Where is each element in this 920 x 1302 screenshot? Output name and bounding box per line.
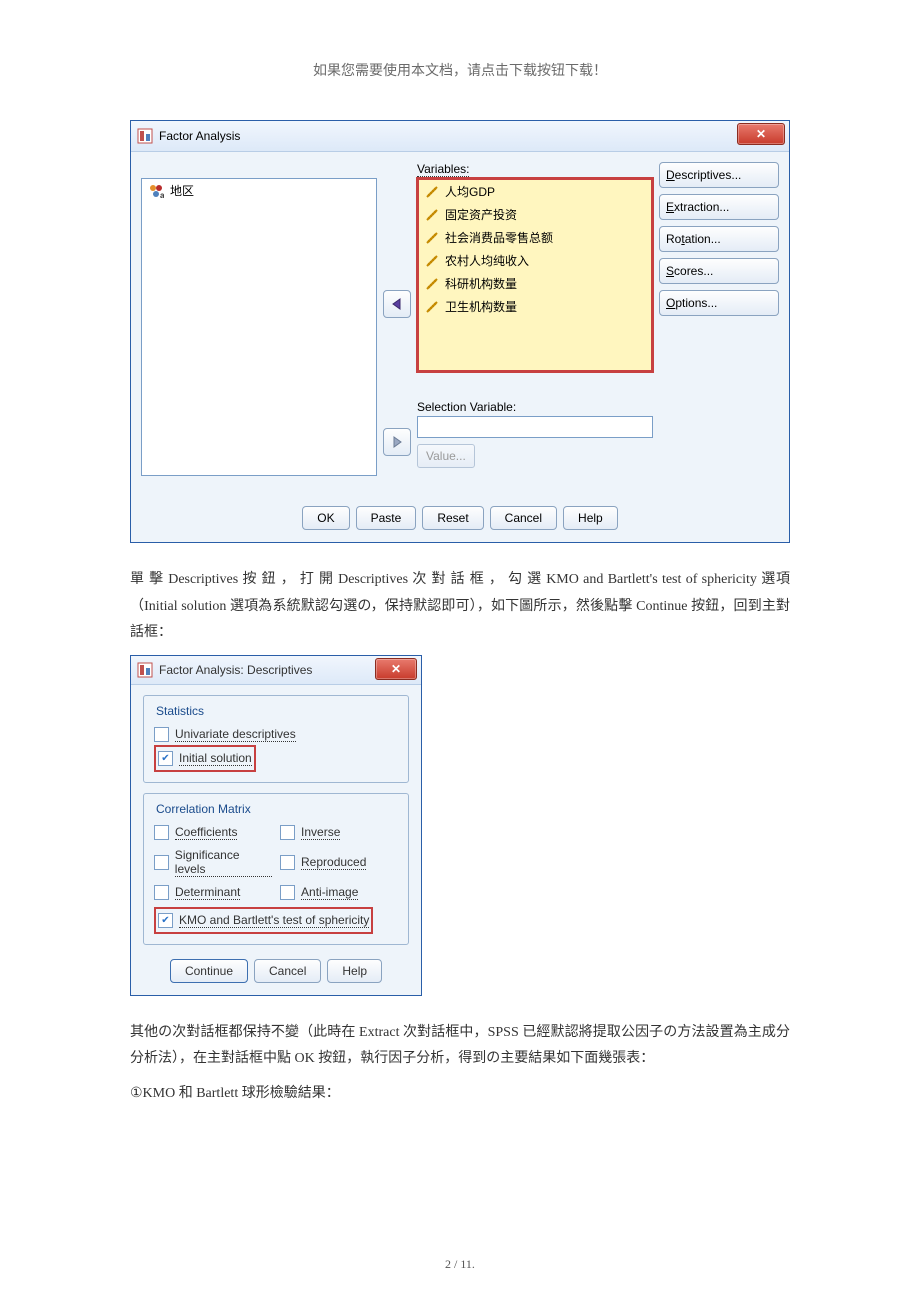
titlebar-2: Factor Analysis: Descriptives ✕ [131, 656, 421, 685]
dialog-icon [137, 128, 153, 144]
list-item-label: 科研机构数量 [445, 275, 517, 292]
move-selection-button[interactable] [383, 428, 411, 456]
list-item[interactable]: 卫生机构数量 [419, 295, 651, 318]
scale-icon [425, 254, 439, 268]
cancel-button[interactable]: Cancel [490, 506, 557, 530]
paragraph-2: 其他の次對話框都保持不變（此時在 Extract 次對話框中，SPSS 已經默認… [130, 1020, 790, 1073]
rotation-button[interactable]: Rotation... [659, 226, 779, 252]
initial-solution-checkbox[interactable]: ✔ Initial solution [158, 748, 252, 769]
ok-button[interactable]: OK [302, 506, 349, 530]
close-button-2[interactable]: ✕ [375, 658, 417, 680]
list-item-label: 人均GDP [445, 183, 495, 200]
list-item[interactable]: 固定资产投资 [419, 203, 651, 226]
paragraph-1: 單 擊 Descriptives 按 鈕 ， 打 開 Descriptives … [130, 567, 790, 647]
selection-label: Selection Variable: [417, 400, 653, 414]
reset-button[interactable]: Reset [422, 506, 483, 530]
list-item[interactable]: 农村人均纯收入 [419, 249, 651, 272]
factor-analysis-dialog: Factor Analysis ✕ a 地区 [130, 120, 790, 543]
side-buttons: Descriptives... Extraction... Rotation..… [659, 162, 779, 496]
scale-icon [425, 231, 439, 245]
list-item-label: 社会消费品零售总额 [445, 229, 553, 246]
close-button[interactable]: ✕ [737, 123, 785, 145]
help-button[interactable]: Help [563, 506, 618, 530]
significance-checkbox[interactable]: Significance levels [154, 845, 272, 880]
kmo-checkbox[interactable]: ✔ KMO and Bartlett's test of sphericity [158, 910, 369, 931]
value-button: Value... [417, 444, 475, 468]
svg-text:a: a [160, 191, 164, 199]
move-left-button[interactable] [383, 290, 411, 318]
fieldset-title: Statistics [152, 704, 208, 718]
source-listbox[interactable]: a 地区 [141, 178, 377, 476]
selection-input[interactable] [417, 416, 653, 438]
scale-icon [425, 300, 439, 314]
coefficients-checkbox[interactable]: Coefficients [154, 822, 272, 843]
scale-icon [425, 208, 439, 222]
scale-icon [425, 185, 439, 199]
header-note: 如果您需要使用本文档，请点击下载按钮下载！ [130, 60, 790, 80]
checkbox-icon: ✔ [158, 913, 173, 928]
list-item-label: 固定资产投资 [445, 206, 517, 223]
scale-icon [425, 277, 439, 291]
fieldset-title: Correlation Matrix [152, 802, 255, 816]
help-button-2[interactable]: Help [327, 959, 382, 983]
dialog-icon [137, 662, 153, 678]
correlation-fieldset: Correlation Matrix Coefficients Inverse … [143, 793, 409, 945]
options-button[interactable]: Options... [659, 290, 779, 316]
univariate-checkbox[interactable]: Univariate descriptives [154, 724, 398, 745]
determinant-checkbox[interactable]: Determinant [154, 882, 272, 903]
paragraph-3: ①KMO 和 Bartlett 球形檢驗結果： [130, 1081, 790, 1108]
statistics-fieldset: Statistics Univariate descriptives ✔ Ini… [143, 695, 409, 783]
page-footer: 2 / 11. [0, 1257, 920, 1272]
antiimage-checkbox[interactable]: Anti-image [280, 882, 398, 903]
left-label [141, 162, 377, 176]
list-item[interactable]: 科研机构数量 [419, 272, 651, 295]
list-item[interactable]: 人均GDP [419, 180, 651, 203]
list-item-label: 卫生机构数量 [445, 298, 517, 315]
checkbox-icon: ✔ [158, 751, 173, 766]
list-item[interactable]: a 地区 [142, 179, 376, 202]
list-item-label: 农村人均纯收入 [445, 252, 529, 269]
extraction-button[interactable]: Extraction... [659, 194, 779, 220]
list-item[interactable]: 社会消费品零售总额 [419, 226, 651, 249]
descriptives-dialog: Factor Analysis: Descriptives ✕ Statisti… [130, 655, 422, 996]
continue-button[interactable]: Continue [170, 959, 248, 983]
nominal-icon: a [148, 183, 164, 199]
reproduced-checkbox[interactable]: Reproduced [280, 845, 398, 880]
paste-button[interactable]: Paste [356, 506, 417, 530]
variables-label: Variables: [417, 162, 653, 176]
dialog-buttons: OK Paste Reset Cancel Help [141, 496, 779, 534]
inverse-checkbox[interactable]: Inverse [280, 822, 398, 843]
dialog-title: Factor Analysis [159, 129, 240, 143]
scores-button[interactable]: Scores... [659, 258, 779, 284]
list-item-label: 地区 [170, 182, 194, 199]
cancel-button-2[interactable]: Cancel [254, 959, 321, 983]
descriptives-button[interactable]: Descriptives... [659, 162, 779, 188]
dialog2-title: Factor Analysis: Descriptives [159, 663, 312, 677]
variables-listbox[interactable]: 人均GDP 固定资产投资社会消费品零售总额农村人均纯收入科研机构数量卫生机构数量 [417, 178, 653, 372]
checkbox-icon [154, 727, 169, 742]
titlebar: Factor Analysis ✕ [131, 121, 789, 152]
